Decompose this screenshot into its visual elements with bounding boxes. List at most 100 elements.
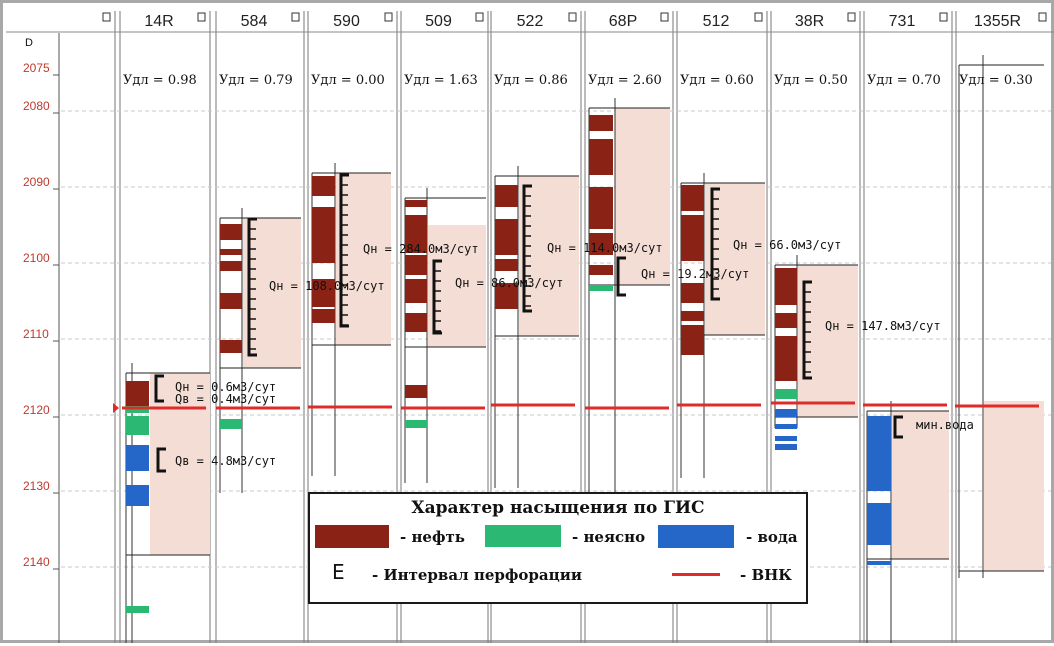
saturation-interval-oil: [405, 215, 427, 253]
productive-zone: [892, 411, 949, 559]
column-menu-icon: [384, 12, 393, 22]
column-menu-icon: [291, 12, 300, 22]
saturation-interval-unclear: [126, 606, 149, 613]
saturation-interval-oil: [405, 255, 427, 275]
saturation-interval-oil: [495, 283, 518, 309]
saturation-interval-oil: [405, 385, 427, 398]
saturation-interval-oil: [312, 309, 335, 323]
saturation-interval-unclear: [126, 416, 149, 435]
well-name: 512: [703, 13, 730, 30]
column-menu-icon: [197, 12, 206, 22]
well-name: 584: [241, 13, 268, 30]
perforation-bracket: [339, 173, 349, 328]
saturation-interval-oil: [126, 381, 149, 406]
column-menu-icon: [939, 12, 948, 22]
saturation-interval-water: [126, 445, 149, 471]
legend-label-oil: - нефть: [400, 528, 465, 546]
flow-rate-label: Qн = 66.0м3/сут: [733, 238, 841, 252]
perforation-bracket: [154, 374, 164, 403]
saturation-interval-water: [126, 485, 149, 506]
column-menu-icon: [754, 12, 763, 22]
saturation-interval-oil: [775, 268, 797, 305]
depth-tick-label: 2075: [23, 61, 50, 75]
legend-swatch-water: [658, 525, 734, 548]
column-menu-icon: [847, 12, 856, 22]
flow-rate-label: Qн = 86.0м3/сут: [455, 276, 563, 290]
well-name: 14R: [144, 13, 173, 30]
legend-swatch-owc: [672, 573, 720, 576]
flow-rate-label: Qн = 284.0м3/сут: [363, 242, 479, 256]
well-name: 1355R: [974, 13, 1021, 30]
perforation-bracket: [893, 415, 903, 439]
well-udl-label: Удл = 0.30: [959, 73, 1033, 88]
saturation-interval-oil: [220, 293, 242, 309]
saturation-interval-oil: [681, 215, 704, 261]
well-name: 509: [425, 13, 452, 30]
flow-rate-label: Qн = 19.2м3/сут: [641, 267, 749, 281]
legend-perforation-symbol: E: [332, 560, 345, 584]
saturation-interval-water: [867, 503, 891, 545]
depth-tick-label: 2110: [23, 327, 49, 341]
legend-title: Характер насыщения по ГИС: [411, 498, 705, 518]
flow-rate-label: Qв = 4.8м3/сут: [175, 454, 276, 468]
well-name: 522: [517, 13, 544, 30]
saturation-interval-oil: [312, 176, 335, 196]
perforation-bracket: [616, 256, 626, 297]
well-udl-label: Удл = 1.63: [404, 73, 478, 88]
mineral-water-label: мин.вода: [916, 418, 974, 432]
well-name: 68P: [609, 13, 637, 30]
saturation-interval-oil: [681, 283, 704, 303]
perforation-bracket: [802, 280, 812, 380]
column-menu-icon: [660, 12, 669, 22]
saturation-interval-oil: [775, 336, 797, 381]
saturation-interval-unclear: [405, 420, 427, 428]
well-udl-label: Удл = 2.60: [588, 73, 662, 88]
well-name: 731: [889, 13, 916, 30]
well-udl-label: Удл = 0.98: [123, 73, 197, 88]
saturation-interval-unclear: [775, 389, 797, 399]
depth-tick-label: 2130: [23, 479, 50, 493]
saturation-interval-water: [775, 444, 797, 450]
perforation-bracket: [432, 259, 442, 335]
flow-rate-label: Qв = 0.4м3/сут: [175, 392, 276, 406]
owc-depth-marker: [113, 403, 119, 413]
saturation-interval-oil: [405, 200, 427, 207]
flow-rate-label: Qн = 108.0м3/сут: [269, 279, 385, 293]
saturation-interval-oil: [681, 325, 704, 355]
well-udl-label: Удл = 0.79: [219, 73, 293, 88]
flow-rate-label: Qн = 147.8м3/сут: [825, 319, 941, 333]
productive-zone: [615, 108, 670, 285]
flow-rate-label: Qн = 0.6м3/сут: [175, 380, 276, 394]
depth-tick-label: 2090: [23, 175, 50, 189]
saturation-interval-oil: [220, 261, 242, 271]
well-name: 38R: [795, 13, 824, 30]
saturation-interval-oil: [495, 259, 518, 271]
column-menu-icon: [102, 12, 111, 22]
legend-label-perforation: - Интервал перфорации: [372, 566, 582, 584]
productive-zone: [428, 225, 486, 347]
legend-label-owc: - ВНК: [740, 566, 792, 584]
legend-swatch-unclear: [485, 525, 561, 547]
saturation-interval-oil: [312, 207, 335, 263]
productive-zone: [336, 173, 391, 345]
perforation-bracket: [522, 184, 532, 313]
saturation-interval-water: [775, 409, 797, 417]
saturation-interval-oil: [589, 233, 613, 255]
saturation-interval-oil: [589, 265, 613, 275]
depth-tick-label: 2120: [23, 403, 50, 417]
flow-rate-label: Qн = 114.0м3/сут: [547, 241, 663, 255]
legend-label-water: - вода: [746, 528, 798, 546]
well-udl-label: Удл = 0.70: [867, 73, 941, 88]
saturation-interval-unclear: [589, 285, 613, 291]
column-menu-icon: [1038, 12, 1047, 22]
saturation-interval-oil: [405, 279, 427, 303]
saturation-interval-unclear: [220, 419, 242, 429]
saturation-interval-water: [775, 424, 797, 429]
legend-swatch-oil: [315, 525, 389, 548]
saturation-interval-oil: [589, 187, 613, 229]
productive-zone: [984, 401, 1044, 571]
well-name: 590: [333, 13, 360, 30]
saturation-interval-oil: [220, 224, 242, 240]
productive-zone: [798, 265, 858, 417]
depth-axis-header: D: [25, 37, 33, 49]
